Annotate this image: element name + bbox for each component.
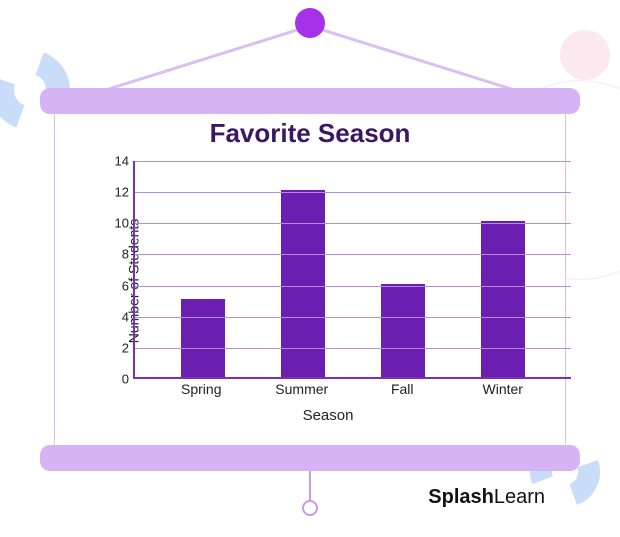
brand-part2: Learn — [494, 486, 545, 508]
y-tick-label: 6 — [101, 278, 129, 293]
projector-top-bar — [40, 88, 580, 114]
y-tick-label: 0 — [101, 372, 129, 387]
grid-line — [135, 161, 571, 162]
y-tick-label: 14 — [101, 154, 129, 169]
bar — [381, 284, 425, 377]
bar — [481, 221, 525, 377]
x-ticks-container: Spring Summer Fall Winter — [133, 381, 571, 401]
projector-pull-cord — [309, 471, 311, 503]
bar-chart: Number of Students SpringSummerFallWinte… — [101, 161, 571, 401]
brand-part1: Splash — [428, 486, 494, 508]
grid-line — [135, 348, 571, 349]
y-tick-label: 10 — [101, 216, 129, 231]
projector-pull-ring — [302, 500, 318, 516]
plot-area — [133, 161, 571, 379]
projector-screen: Favorite Season Number of Students Sprin… — [54, 100, 566, 456]
projector-hanger — [50, 8, 570, 98]
x-tick-label: Fall — [372, 381, 432, 401]
bar — [181, 299, 225, 377]
grid-line — [135, 192, 571, 193]
x-axis-label: Season — [101, 407, 555, 424]
y-tick-label: 8 — [101, 247, 129, 262]
y-tick-label: 12 — [101, 185, 129, 200]
projector-bottom-bar — [40, 445, 580, 471]
chart-title: Favorite Season — [65, 118, 555, 149]
bar — [281, 190, 325, 377]
grid-line — [135, 317, 571, 318]
x-tick-label: Spring — [171, 381, 231, 401]
y-tick-label: 2 — [101, 340, 129, 355]
y-tick-label: 4 — [101, 309, 129, 324]
projector-knob — [295, 8, 325, 38]
grid-line — [135, 254, 571, 255]
bars-container — [135, 161, 571, 377]
brand-logo: SplashLearn — [428, 486, 545, 509]
grid-line — [135, 286, 571, 287]
x-tick-label: Summer — [272, 381, 332, 401]
grid-line — [135, 223, 571, 224]
x-tick-label: Winter — [473, 381, 533, 401]
